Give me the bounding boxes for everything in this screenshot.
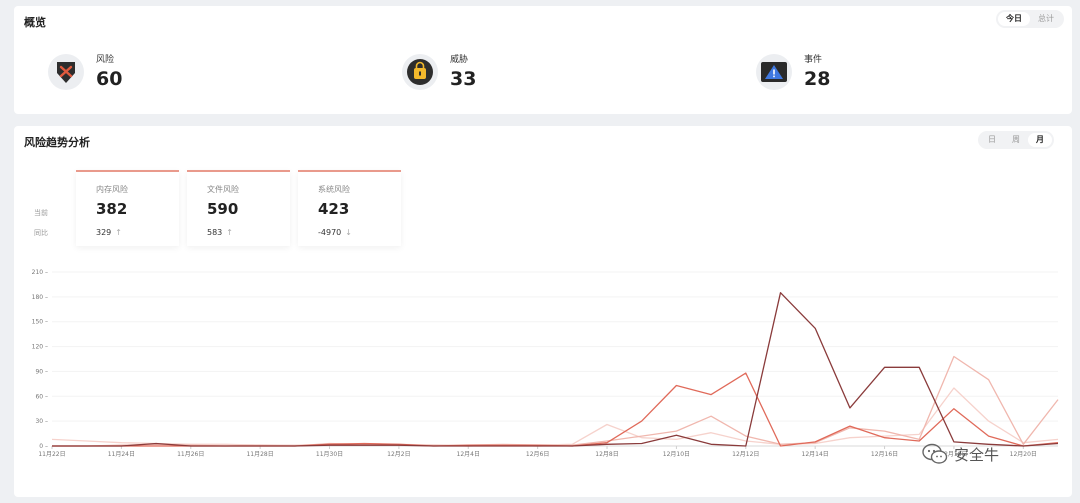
x-tick-label: 12月4日 [457, 451, 480, 458]
y-tick-label: 120 – [32, 344, 48, 351]
risk-trend-chart: 0 – 30 – 60 – 90 – 120 – 150 – 180 – 210 – 11月22… [32, 269, 1059, 458]
y-tick-label: 210 – [32, 269, 48, 276]
kpi-compare: 583 ↑ [207, 228, 233, 237]
kpi-value: 382 [96, 200, 128, 218]
kpi-memory-risk[interactable]: 内存风险 382 329 ↑ [76, 170, 179, 246]
kpi-file-risk[interactable]: 文件风险 590 583 ↑ [187, 170, 290, 246]
x-tick-label: 12月2日 [387, 451, 410, 458]
toggle-total-button[interactable]: 总计 [1038, 14, 1054, 23]
x-tick-label: 12月20日 [1010, 451, 1037, 458]
overview-range-toggle: 今日 总计 [996, 10, 1064, 28]
x-tick-label: 12月16日 [871, 451, 898, 458]
kpi-compare: -4970 ↓ [318, 228, 352, 237]
x-tick-label: 11月24日 [108, 451, 135, 458]
watermark: 安全牛 [922, 443, 999, 465]
y-tick-label: 30 – [35, 418, 48, 425]
stat-event-label: 事件 [804, 55, 823, 65]
arrow-up-icon: ↑ [115, 228, 122, 237]
x-tick-label: 11月30日 [316, 451, 343, 458]
x-tick-label: 12月18日 [940, 451, 967, 458]
kpi-compare: 329 ↑ [96, 228, 122, 237]
x-tick-label: 12月6日 [526, 451, 549, 458]
y-tick-label: 90 – [35, 368, 48, 375]
trend-title: 风险趋势分析 [24, 136, 90, 149]
y-tick-label: 150 – [32, 319, 48, 326]
watermark-text: 安全牛 [954, 445, 1000, 464]
toggle-month-button[interactable]: 月 [1028, 133, 1052, 147]
x-tick-label: 11月22日 [38, 451, 65, 458]
x-tick-label: 12月14日 [802, 451, 829, 458]
kpi-label: 文件风险 [207, 185, 239, 194]
kpi-label: 内存风险 [96, 185, 128, 194]
series-line [51, 387, 1059, 446]
wechat-icon [922, 443, 948, 464]
x-tick-label: 12月10日 [663, 451, 690, 458]
x-tick-label: 12月12日 [732, 451, 759, 458]
y-tick-label: 60 – [35, 393, 48, 400]
series-line [52, 355, 1059, 447]
y-tick-label: 180 – [32, 294, 48, 301]
row-label-current: 当前 [34, 209, 48, 217]
lock-icon [402, 54, 438, 90]
shield-x-icon [48, 54, 84, 90]
overview-card: 概览 今日 总计 风险 60 威胁 33 [14, 6, 1072, 114]
kpi-value: 590 [207, 200, 239, 218]
kpi-label: 系统风险 [318, 185, 350, 194]
toggle-day-button[interactable]: 日 [988, 135, 996, 144]
stat-risk-value: 60 [96, 68, 123, 90]
overview-title: 概览 [24, 16, 46, 29]
toggle-week-button[interactable]: 周 [1012, 135, 1020, 144]
trend-card: 风险趋势分析 日 周 月 当前 同比 内存风险 382 329 ↑ 文件风险 59… [14, 126, 1072, 497]
stat-threat-label: 威胁 [450, 55, 469, 65]
stat-threat-value: 33 [450, 68, 477, 90]
warning-icon [756, 54, 792, 90]
stat-risk-label: 风险 [96, 55, 115, 65]
x-tick-label: 12月8日 [595, 451, 618, 458]
y-tick-label: 0 – [39, 443, 48, 450]
x-tick-label: 11月26日 [177, 451, 204, 458]
kpi-value: 423 [318, 200, 350, 218]
kpi-system-risk[interactable]: 系统风险 423 -4970 ↓ [298, 170, 401, 246]
toggle-today-button[interactable]: 今日 [998, 12, 1030, 26]
x-tick-label: 11月28日 [246, 451, 273, 458]
trend-range-toggle: 日 周 月 [978, 131, 1054, 149]
series-line [52, 292, 1059, 447]
arrow-up-icon: ↑ [226, 228, 233, 237]
stat-event-value: 28 [804, 68, 831, 90]
row-label-compare: 同比 [34, 229, 48, 237]
arrow-down-icon: ↓ [345, 228, 352, 237]
